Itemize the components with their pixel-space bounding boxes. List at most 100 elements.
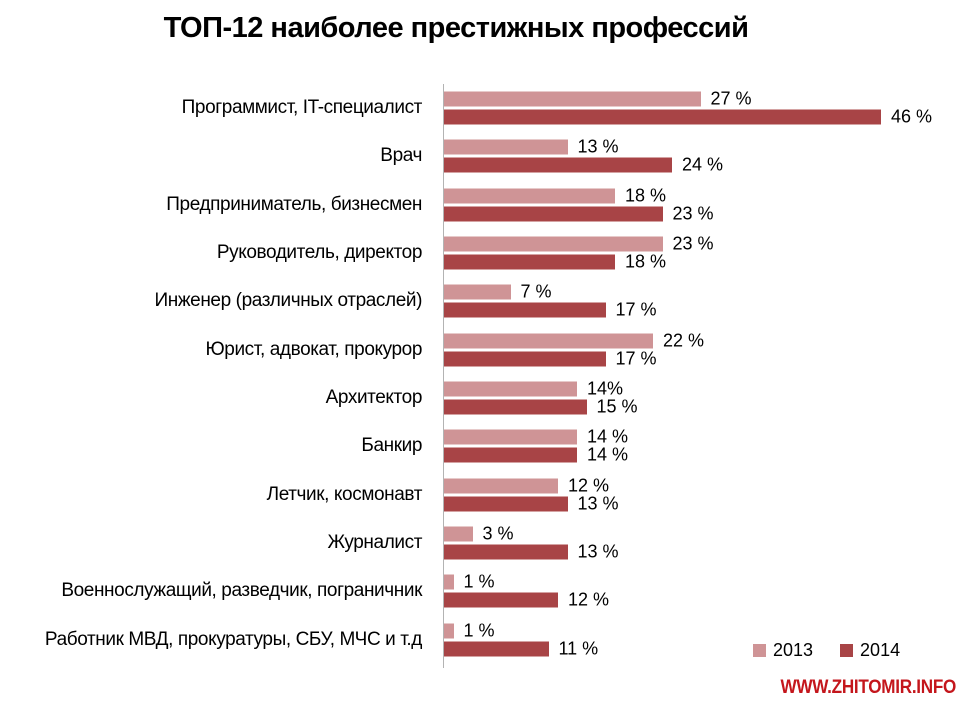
- value-label-2014: 13 %: [577, 493, 619, 514]
- chart-row: Журналист 3 % 13 %: [0, 519, 962, 567]
- value-label-2013: 3 %: [482, 523, 514, 544]
- legend: 2013 2014: [753, 640, 900, 661]
- bar-line-2014: 13 %: [444, 493, 619, 514]
- chart-row: Руководитель, директор 23 % 18 %: [0, 229, 962, 277]
- bar-2013: [444, 139, 568, 155]
- bar-line-2013: 14%: [444, 378, 638, 399]
- category-label: Руководитель, директор: [216, 242, 423, 264]
- bar-2013: [444, 91, 701, 107]
- bar-line-2013: 12 %: [444, 475, 619, 496]
- bar-2014: [444, 447, 577, 463]
- chart-row: Инженер (различных отраслей) 7 % 17 %: [0, 277, 962, 325]
- bar-line-2014: 17 %: [444, 348, 704, 369]
- value-label-2014: 13 %: [577, 541, 619, 562]
- chart-row: Программист, IT-специалист 27 % 46 %: [0, 84, 962, 132]
- legend-swatch-2014: [840, 644, 854, 657]
- category-label: Работник МВД, прокуратуры, СБУ, МЧС и т.…: [44, 628, 422, 650]
- value-label-2014: 17 %: [615, 348, 657, 369]
- bar-line-2014: 46 %: [444, 106, 933, 127]
- bar-2013: [444, 478, 558, 494]
- value-label-2014: 12 %: [568, 589, 610, 610]
- bar-2014: [444, 399, 587, 415]
- value-label-2013: 27 %: [710, 88, 752, 109]
- chart-title: ТОП-12 наиболее престижных профессий: [163, 12, 749, 44]
- bar-group: 23 % 18 %: [444, 233, 714, 272]
- bar-2013: [444, 284, 511, 300]
- bar-line-2014: 15 %: [444, 397, 638, 417]
- value-label-2014: 23 %: [672, 203, 714, 224]
- bar-2013: [444, 381, 577, 397]
- value-label-2013: 1 %: [463, 620, 495, 641]
- bar-2014: [444, 592, 558, 608]
- bar-rows: Программист, IT-специалист 27 % 46 % Врач 13…: [0, 84, 962, 664]
- bar-line-2014: 17 %: [444, 299, 657, 320]
- value-label-2014: 18 %: [625, 251, 667, 272]
- value-label-2014: 11 %: [558, 638, 599, 659]
- bar-group: 1 % 11 %: [444, 620, 599, 659]
- category-label: Инженер (различных отраслей): [154, 290, 423, 312]
- value-label-2013: 23 %: [672, 233, 714, 254]
- bar-2014: [444, 641, 549, 657]
- category-label: Архитектор: [325, 387, 423, 409]
- legend-item-2014: 2014: [840, 640, 900, 661]
- category-label: Летчик, космонавт: [266, 483, 423, 505]
- value-label-2013: 1 %: [463, 571, 495, 592]
- bar-line-2013: 22 %: [444, 330, 705, 351]
- value-label-2013: 14%: [587, 378, 624, 399]
- bar-2014: [444, 206, 663, 222]
- bar-line-2014: 12 %: [444, 589, 610, 610]
- bar-line-2013: 7 %: [444, 281, 657, 302]
- chart-row: Военнослужащий, разведчик, пограничник 1 …: [0, 567, 962, 615]
- legend-item-2013: 2013: [753, 640, 813, 661]
- bar-group: 22 % 17 %: [444, 330, 705, 369]
- category-label: Программист, IT-специалист: [181, 97, 423, 119]
- category-label: Журналист: [327, 532, 422, 554]
- bar-group: 14 % 14 %: [444, 427, 629, 465]
- value-label-2013: 22 %: [663, 330, 705, 351]
- value-label-2014: 46 %: [891, 106, 933, 127]
- chart-row: Архитектор 14% 15 %: [0, 374, 962, 422]
- category-label: Банкир: [361, 435, 422, 457]
- plot-area: Программист, IT-специалист 27 % 46 % Врач 13…: [0, 84, 962, 668]
- bar-line-2013: 13 %: [444, 137, 723, 157]
- value-label-2013: 18 %: [625, 185, 667, 206]
- category-label: Врач: [380, 145, 422, 167]
- legend-swatch-2013: [753, 644, 766, 657]
- bar-line-2013: 1 %: [444, 571, 609, 592]
- bar-line-2014: 14 %: [444, 444, 629, 465]
- bar-line-2013: 18 %: [444, 185, 714, 206]
- bar-line-2013: 3 %: [444, 523, 619, 544]
- bar-group: 18 % 23 %: [444, 185, 714, 224]
- bar-2013: [444, 623, 454, 639]
- bar-line-2013: 14 %: [444, 427, 628, 447]
- bar-2014: [444, 351, 606, 367]
- bar-group: 14% 15 %: [444, 378, 638, 417]
- bar-line-2014: 18 %: [444, 251, 714, 272]
- bar-group: 7 % 17 %: [444, 281, 657, 320]
- value-label-2014: 14 %: [587, 444, 629, 465]
- category-label: Юрист, адвокат, прокурор: [205, 338, 423, 360]
- value-label-2014: 17 %: [615, 299, 657, 320]
- bar-2014: [444, 157, 672, 173]
- bar-group: 13 % 24 %: [444, 137, 724, 175]
- bar-line-2013: 1 %: [444, 620, 598, 641]
- bar-2013: [444, 236, 663, 252]
- value-label-2013: 7 %: [520, 281, 552, 302]
- chart-row: Работник МВД, прокуратуры, СБУ, МЧС и т.…: [0, 616, 962, 664]
- bar-line-2013: 23 %: [444, 233, 714, 254]
- bar-line-2014: 24 %: [444, 154, 724, 175]
- bar-group: 1 % 12 %: [444, 571, 610, 610]
- bar-line-2014: 11 %: [444, 638, 599, 659]
- bar-2014: [444, 254, 615, 270]
- category-axis-line: [443, 84, 444, 668]
- bar-2013: [444, 188, 615, 204]
- bar-2013: [444, 429, 577, 445]
- category-label: Предприниматель, бизнесмен: [166, 193, 422, 215]
- value-label-2013: 12 %: [568, 475, 610, 496]
- value-label-2014: 24 %: [682, 154, 724, 175]
- bar-line-2013: 27 %: [444, 88, 932, 109]
- bar-line-2014: 13 %: [444, 541, 619, 562]
- bar-group: 12 % 13 %: [444, 475, 619, 514]
- bar-2014: [444, 109, 881, 125]
